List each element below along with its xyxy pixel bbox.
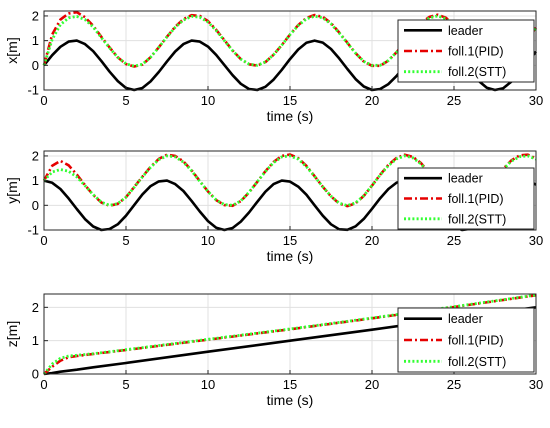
x-tick-label: 15 — [283, 233, 297, 248]
y-axis-label: z[m] — [4, 321, 20, 347]
legend: leader foll.1(PID) foll.2(STT) — [397, 19, 535, 83]
x-tick-label: 20 — [365, 93, 379, 108]
legend-label-3: foll.2(STT) — [448, 355, 506, 369]
x-tick-label: 10 — [201, 93, 215, 108]
legend-label-1: leader — [448, 312, 483, 326]
x-tick-label: 15 — [283, 377, 297, 392]
series-line-3 — [42, 293, 537, 375]
y-axis-label: x[m] — [4, 37, 20, 63]
y-tick-label: -1 — [27, 223, 39, 238]
legend-label-2: foll.1(PID) — [448, 334, 504, 348]
x-tick-label: 30 — [529, 93, 543, 108]
x-tick-label: 10 — [201, 233, 215, 248]
y-tick-label: 0 — [32, 58, 39, 73]
x-axis-label: time (s) — [267, 108, 314, 124]
y-tick-label: 1 — [32, 173, 39, 188]
series-line-3 — [42, 154, 537, 208]
legend-label-1: leader — [448, 24, 483, 38]
y-tick-label: 0 — [32, 367, 39, 382]
chart-panel-3: 0 5 10 15 20 25 30 0 1 2 time (s) z[m] leader foll.1(… — [4, 293, 543, 408]
x-tick-label: 0 — [40, 93, 47, 108]
x-tick-label: 5 — [122, 233, 129, 248]
y-tick-label: -1 — [27, 83, 39, 98]
legend-label-3: foll.2(STT) — [448, 65, 506, 79]
series-line-1 — [43, 306, 537, 376]
x-tick-label: 20 — [365, 233, 379, 248]
x-tick-label: 30 — [529, 233, 543, 248]
y-tick-label: 1 — [32, 33, 39, 48]
legend-label-1: leader — [448, 172, 483, 186]
x-axis-label: time (s) — [267, 248, 314, 264]
y-tick-label: 2 — [32, 148, 39, 163]
legend: leader foll.1(PID) foll.2(STT) — [397, 307, 535, 373]
legend: leader foll.1(PID) foll.2(STT) — [397, 167, 535, 230]
x-tick-label: 5 — [122, 377, 129, 392]
legend-label-2: foll.1(PID) — [448, 192, 504, 206]
x-axis-label: time (s) — [267, 392, 314, 408]
x-tick-label: 5 — [122, 93, 129, 108]
x-tick-label: 0 — [40, 233, 47, 248]
x-tick-label: 0 — [40, 377, 47, 392]
legend-label-3: foll.2(STT) — [448, 212, 506, 226]
x-tick-label: 25 — [447, 233, 461, 248]
legend-label-2: foll.1(PID) — [448, 45, 504, 59]
y-tick-label: 2 — [32, 8, 39, 23]
x-tick-label: 20 — [365, 377, 379, 392]
y-tick-label: 2 — [32, 300, 39, 315]
y-tick-label: 0 — [32, 198, 39, 213]
x-tick-label: 15 — [283, 93, 297, 108]
x-tick-label: 25 — [447, 377, 461, 392]
x-tick-label: 10 — [201, 377, 215, 392]
y-axis-label: y[m] — [4, 177, 20, 203]
y-tick-label: 1 — [32, 333, 39, 348]
x-tick-label: 30 — [529, 377, 543, 392]
x-tick-label: 25 — [447, 93, 461, 108]
